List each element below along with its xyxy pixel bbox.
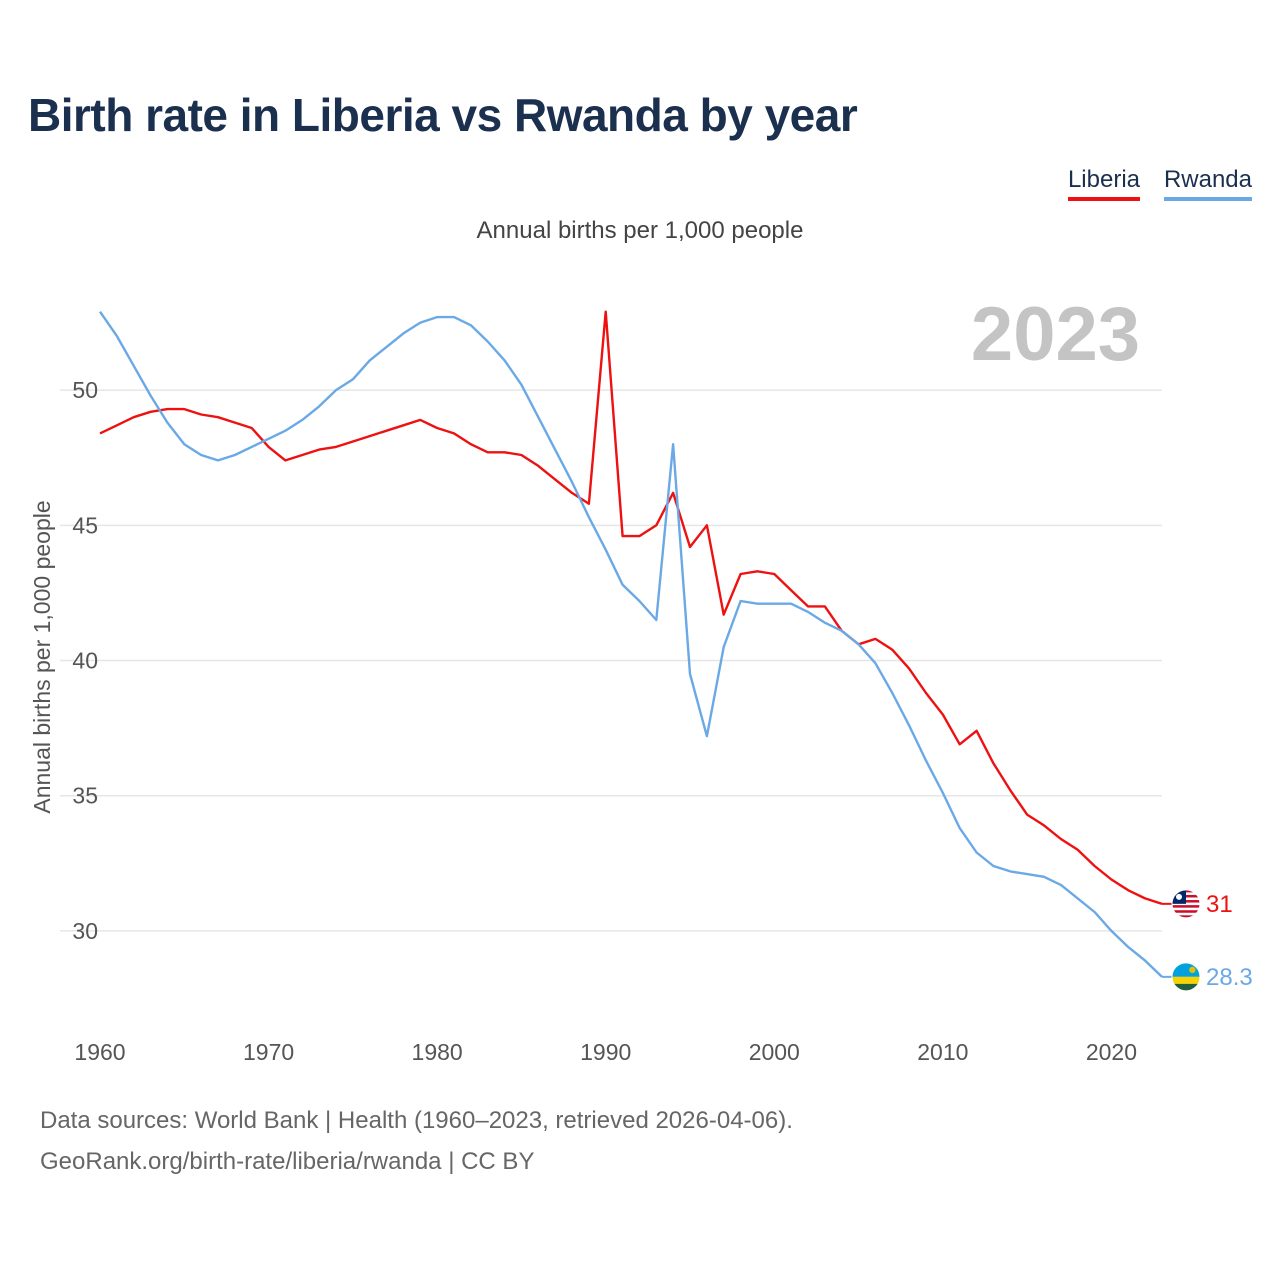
flag-liberia-icon [1171,889,1201,919]
x-tick-label: 1980 [412,1039,463,1065]
y-tick-label: 30 [72,918,98,944]
x-tick-label: 1960 [74,1039,125,1065]
x-tick-label: 1970 [243,1039,294,1065]
y-tick-label: 50 [72,377,98,403]
y-tick-label: 40 [72,648,98,674]
end-value-label-rwanda: 28.3 [1206,964,1253,991]
series-line-liberia [99,310,1163,906]
year-label: 2023 [971,292,1140,377]
x-tick-label: 1990 [580,1039,631,1065]
chart-subtitle: Annual births per 1,000 people [476,217,804,244]
x-tick-label: 2020 [1086,1039,1137,1065]
flag-rwanda-icon [1171,962,1201,992]
line-chart: 30 35 40 45 50 1960 1970 1980 1990 2000 2010 2020 An… [29,292,1253,1065]
y-tick-label: 35 [72,783,98,809]
legend-item-liberia[interactable]: Liberia [1067,166,1140,201]
x-tick-label: 2010 [917,1039,968,1065]
series-line-rwanda [99,311,1163,978]
legend-item-rwanda[interactable]: Rwanda [1163,166,1252,201]
source-url-text: GeoRank.org/birth-rate/liberia/rwanda | … [40,1148,535,1175]
x-tick-label: 2000 [749,1039,800,1065]
y-axis-label: Annual births per 1,000 people [29,500,55,813]
chart-title: Birth rate in Liberia vs Rwanda by year [28,89,858,141]
end-value-label-liberia: 31 [1206,891,1233,918]
data-source-text: Data sources: World Bank | Health (1960–… [40,1107,793,1134]
y-tick-label: 45 [72,512,98,538]
